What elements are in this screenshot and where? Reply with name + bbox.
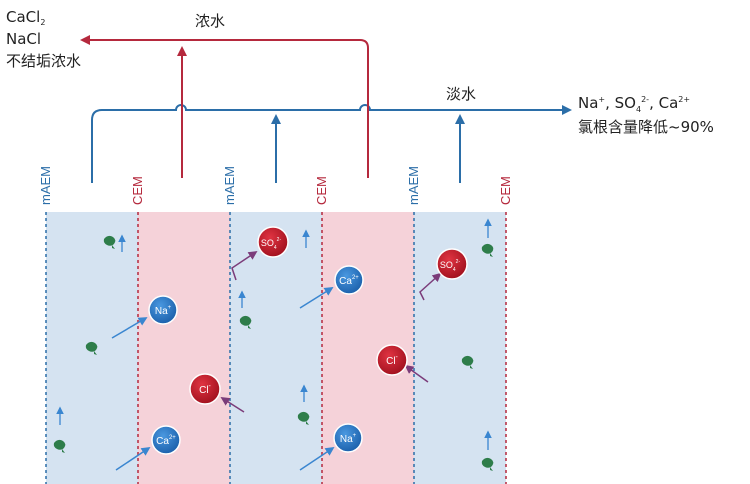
cation-migration-arrows — [111, 287, 335, 471]
svg-text:Cl-: Cl- — [386, 354, 398, 367]
organic-icon — [103, 235, 116, 249]
compartments — [46, 212, 506, 484]
membrane-labels: mAEM CEM mAEM CEM mAEM CEM — [38, 166, 513, 205]
flow-arrows — [56, 218, 492, 450]
cation-arrow — [299, 287, 334, 309]
svg-text:Ca2+: Ca2+ — [156, 435, 176, 447]
outlet-dilute-ions: Na+, SO42-, Ca2+ — [578, 94, 690, 114]
organic-icon — [461, 355, 474, 369]
organic-icon — [481, 243, 494, 257]
anion-arrow — [419, 272, 442, 301]
outlet-no-scaling-note: 不结垢浓水 — [6, 52, 81, 70]
organic-matter-icons — [53, 235, 494, 471]
concentrate-label: 浓水 — [195, 12, 225, 30]
outlet-nacl: NaCl — [6, 30, 41, 48]
ion-so4-2: SO42- — [436, 248, 468, 280]
concentrate-header-line — [80, 35, 369, 178]
cation-arrow — [115, 447, 151, 471]
organic-icon — [85, 341, 98, 355]
organic-icon — [297, 411, 310, 425]
organic-icon — [239, 315, 252, 329]
svg-text:Cl-: Cl- — [199, 383, 211, 396]
membrane-label-6: CEM — [498, 176, 513, 205]
ion-na-1: Na+ — [148, 295, 178, 325]
dilute-flow-lines — [91, 104, 572, 183]
organic-icon — [481, 457, 494, 471]
anion-arrow — [220, 397, 245, 413]
ions: Na+ Ca2+ Cl- SO42- Ca2+ Na+ Cl- SO42- — [148, 226, 468, 455]
cation-arrow — [299, 447, 335, 471]
ion-so4-1: SO42- — [257, 226, 289, 258]
cation-arrow — [111, 317, 148, 339]
organic-icon — [53, 439, 66, 453]
ion-cl-2: Cl- — [376, 344, 408, 376]
svg-text:Na+: Na+ — [340, 433, 357, 445]
anion-arrow — [231, 251, 258, 281]
membrane-label-1: mAEM — [38, 166, 53, 205]
outlet-cacl2: CaCl2 — [6, 8, 45, 27]
dilute-label: 淡水 — [446, 85, 476, 103]
ion-ca-2: Ca2+ — [334, 265, 364, 295]
svg-text:Na+: Na+ — [155, 305, 172, 317]
ion-na-2: Na+ — [333, 423, 363, 453]
svg-text:SO42-: SO42- — [261, 237, 282, 251]
outlet-chloride-note: 氯根含量降低~90% — [578, 118, 714, 136]
anion-arrow — [404, 364, 429, 383]
ion-cl-1: Cl- — [189, 373, 221, 405]
concentrate-flow-lines — [80, 35, 369, 178]
membrane-label-5: mAEM — [406, 166, 421, 205]
membrane-label-4: CEM — [314, 176, 329, 205]
svg-text:SO42-: SO42- — [440, 259, 461, 273]
svg-text:Ca2+: Ca2+ — [339, 275, 359, 287]
dilute-header-line — [91, 104, 572, 183]
membrane-label-2: CEM — [130, 176, 145, 205]
ion-ca-1: Ca2+ — [151, 425, 181, 455]
anion-migration-arrows — [220, 251, 442, 413]
membrane-label-3: mAEM — [222, 166, 237, 205]
